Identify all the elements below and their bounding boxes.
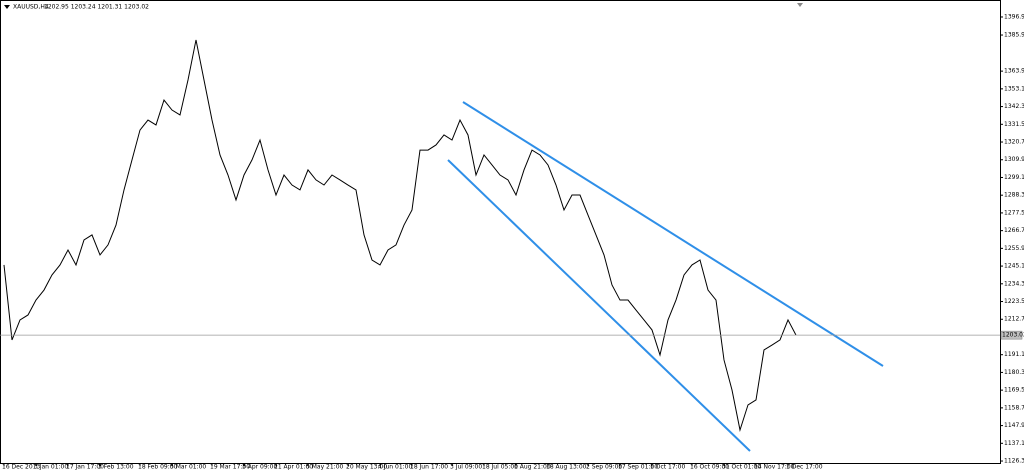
y-tick-label: 1266.70 [1004, 227, 1024, 234]
x-tick-label: 3 Jul 09:00 [450, 464, 482, 471]
price-line [3, 39, 797, 433]
x-tick-label: 1 Oct 17:00 [650, 464, 685, 471]
x-tick-label: 3 Feb 13:00 [98, 464, 134, 471]
y-tick-label: 1234.30 [1004, 280, 1024, 287]
y-tick-label: 1147.90 [1004, 422, 1024, 429]
x-tick-label: 1 Dec 17:00 [786, 464, 823, 471]
y-tick-label: 1212.70 [1004, 316, 1024, 323]
x-tick-label: 17 Sep 01:00 [618, 464, 658, 471]
current-price-box [1000, 330, 1023, 340]
y-tick-label: 1299.10 [1004, 174, 1024, 181]
x-tick-label: 16 Oct 09:00 [690, 464, 729, 471]
header-ohlc: 1202.95 1203.24 1201.31 1203.02 [44, 4, 149, 11]
y-tick-label: 1126.30 [1004, 458, 1024, 465]
x-tick-label: 21 Apr 01:00 [274, 464, 313, 471]
y-tick-label: 1363.90 [1004, 68, 1024, 75]
y-tick-label: 1180.30 [1004, 369, 1024, 376]
y-tick-label: 1223.50 [1004, 298, 1024, 305]
header-symbol: XAUUSD,H4 [13, 4, 49, 11]
y-tick-label: 1245.10 [1004, 263, 1024, 270]
x-tick-label: 5 May 21:00 [306, 464, 344, 471]
y-tick-label: 1137.10 [1004, 440, 1024, 447]
x-tick-label: 4 Jun 01:00 [378, 464, 412, 471]
shift-marker[interactable] [797, 3, 803, 7]
y-tick-label: 1191.10 [1004, 351, 1024, 358]
y-tick-label: 1288.30 [1004, 192, 1024, 199]
x-tick-label: 18 Jul 05:00 [482, 464, 518, 471]
y-tick-label: 1320.70 [1004, 139, 1024, 146]
x-tick-label: 14 Nov 17:00 [754, 464, 795, 471]
x-tick-label: 18 Feb 09:00 [138, 464, 178, 471]
x-tick-label: 16 Dec 2013 [2, 464, 41, 471]
y-tick-label: 1158.70 [1004, 404, 1024, 411]
current-price-label: 1203.02 [1002, 332, 1024, 339]
trend-line-upper[interactable] [462, 101, 884, 367]
x-tick-label: 2 Sep 09:00 [586, 464, 622, 471]
x-tick-label: 18 Aug 13:00 [546, 464, 587, 471]
y-tick-label: 1309.90 [1004, 156, 1024, 163]
y-tick-label: 1331.50 [1004, 121, 1024, 128]
x-tick-label: 5 Mar 01:00 [170, 464, 206, 471]
y-tick-label: 1353.10 [1004, 85, 1024, 92]
x-tick-label: 18 Jun 17:00 [410, 464, 448, 471]
trend-line-lower[interactable] [447, 159, 751, 452]
x-tick-label: 17 Jan 17:00 [66, 464, 104, 471]
y-tick-label: 1169.50 [1004, 387, 1024, 394]
x-tick-label: 3 Apr 09:00 [242, 464, 277, 471]
x-tick-label: 1 Aug 21:00 [514, 464, 551, 471]
x-tick-label: 20 May 13:00 [346, 464, 387, 471]
x-tick-label: 19 Mar 17:00 [210, 464, 250, 471]
y-tick-label: 1385.90 [1004, 32, 1024, 39]
menu-arrow[interactable] [4, 5, 10, 9]
y-tick-label: 1255.90 [1004, 245, 1024, 252]
x-tick-label: 31 Oct 01:00 [722, 464, 761, 471]
plot-frame [0, 0, 1001, 464]
y-tick-label: 1342.30 [1004, 103, 1024, 110]
x-tick-label: 3 Jan 01:00 [34, 464, 68, 471]
y-tick-label: 1396.90 [1004, 13, 1024, 20]
y-tick-label: 1277.50 [1004, 209, 1024, 216]
